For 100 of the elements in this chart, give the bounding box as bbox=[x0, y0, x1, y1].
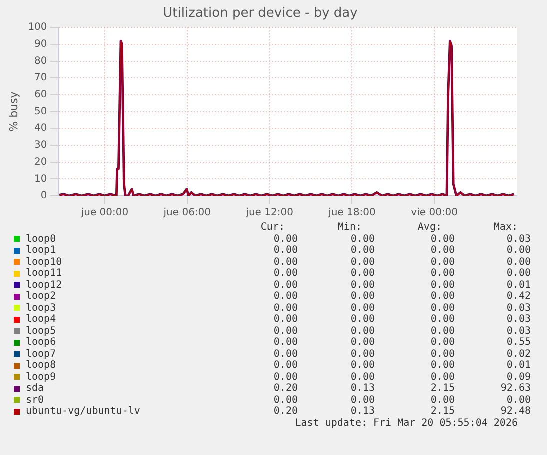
legend-label: ubuntu-vg/ubuntu-lv bbox=[26, 406, 140, 418]
text: 0.13 bbox=[350, 383, 375, 394]
text: 0.00 bbox=[350, 280, 375, 290]
text: 2.15 bbox=[430, 406, 455, 418]
y-tick-label: 30 bbox=[34, 140, 48, 152]
text: 0.00 bbox=[272, 394, 298, 406]
legend-label: loop10 bbox=[26, 256, 62, 268]
x-tick-label: jue 06:00 bbox=[162, 208, 212, 219]
legend-label: loop8 bbox=[26, 360, 56, 372]
text: 0.42 bbox=[506, 291, 531, 302]
text: 0.00 bbox=[430, 326, 455, 337]
text: 0.03 bbox=[506, 234, 531, 244]
legend-label: loop2 bbox=[26, 291, 56, 302]
y-tick-label: 70 bbox=[34, 72, 48, 84]
text: 0.55 bbox=[506, 337, 531, 348]
y-tick-label: 90 bbox=[34, 39, 48, 50]
text: 0.00 bbox=[350, 291, 375, 302]
text: 0.00 bbox=[430, 245, 455, 256]
legend-label: loop11 bbox=[26, 268, 62, 280]
text: 0.00 bbox=[430, 314, 455, 326]
x-tick-label: vie 00:00 bbox=[411, 208, 458, 219]
text: Avg: bbox=[416, 222, 442, 234]
text: 0.00 bbox=[506, 394, 531, 406]
text: 0.00 bbox=[272, 234, 298, 245]
text: 0.00 bbox=[272, 337, 298, 348]
text: 0.00 bbox=[272, 280, 298, 291]
text: 0.00 bbox=[506, 245, 531, 256]
text: 2.15 bbox=[430, 383, 455, 394]
text: 0.00 bbox=[350, 245, 375, 256]
x-tick-label: jue 18:00 bbox=[328, 208, 376, 219]
text: 0.00 bbox=[350, 234, 375, 244]
text: 0.00 bbox=[272, 291, 298, 302]
text: Last update: Fri Mar 20 05:55:04 2026 bbox=[295, 418, 518, 429]
text: 0.00 bbox=[350, 326, 375, 336]
text: 0.02 bbox=[506, 348, 531, 360]
text: 0.00 bbox=[350, 302, 375, 314]
text: 0.00 bbox=[350, 314, 375, 325]
text: 0.00 bbox=[430, 372, 455, 383]
y-tick-label: 60 bbox=[34, 90, 48, 101]
text: 0.00 bbox=[272, 372, 298, 383]
text: 0.00 bbox=[350, 256, 375, 268]
text: 0.00 bbox=[350, 337, 375, 348]
legend-label: loop6 bbox=[26, 337, 56, 348]
text: 0.00 bbox=[272, 360, 298, 372]
text: 0.00 bbox=[430, 394, 455, 406]
text: 0.00 bbox=[430, 256, 455, 268]
y-tick-label: 80 bbox=[34, 56, 48, 67]
text: 0.20 bbox=[272, 383, 298, 394]
text: 0.00 bbox=[350, 372, 375, 382]
y-tick-label: 100 bbox=[28, 22, 48, 34]
text: 0.13 bbox=[350, 406, 375, 417]
chart-title: Utilization per device - by day bbox=[163, 6, 358, 22]
y-tick-label: 20 bbox=[34, 156, 48, 168]
text: 0.00 bbox=[350, 268, 375, 279]
text: Max: bbox=[494, 222, 518, 233]
legend-label: loop5 bbox=[26, 326, 56, 336]
text: 0.00 bbox=[430, 268, 455, 280]
text: 0.00 bbox=[272, 348, 298, 360]
text: 0.00 bbox=[430, 302, 455, 314]
text: 0.09 bbox=[506, 372, 531, 382]
text: 0.00 bbox=[272, 314, 298, 326]
text: 0.00 bbox=[430, 280, 455, 291]
text: 0.00 bbox=[430, 360, 455, 372]
text: 92.63 bbox=[500, 383, 531, 394]
text: 0.00 bbox=[430, 348, 455, 360]
legend-label: loop9 bbox=[26, 372, 56, 383]
text: 0.03 bbox=[506, 302, 531, 314]
text: 0.00 bbox=[272, 256, 298, 268]
text: 0.00 bbox=[350, 360, 375, 371]
legend-label: loop7 bbox=[26, 348, 56, 360]
legend-label: loop12 bbox=[26, 280, 62, 290]
text: 0.20 bbox=[272, 406, 298, 418]
text: Cur: bbox=[260, 222, 285, 234]
text: 92.48 bbox=[500, 406, 531, 417]
text: 0.00 bbox=[272, 326, 298, 337]
x-tick-label: jue 00:00 bbox=[80, 208, 129, 219]
text: 0.00 bbox=[350, 394, 375, 406]
text: 0.00 bbox=[350, 348, 375, 360]
text: 0.00 bbox=[430, 337, 455, 348]
legend-label: loop0 bbox=[26, 234, 56, 244]
text: 0.00 bbox=[506, 256, 531, 268]
y-tick-label: 40 bbox=[34, 123, 48, 134]
text: 0.00 bbox=[272, 245, 298, 256]
text: 0.00 bbox=[272, 302, 298, 314]
legend-label: sr0 bbox=[26, 394, 44, 406]
text: 0.01 bbox=[506, 360, 531, 371]
x-tick-label: jue 12:00 bbox=[245, 208, 294, 219]
text: 0.00 bbox=[430, 291, 455, 302]
y-tick-label: 10 bbox=[34, 174, 48, 185]
y-tick-label: 50 bbox=[34, 106, 48, 118]
legend-label: sda bbox=[26, 383, 44, 394]
legend-label: loop1 bbox=[26, 245, 56, 256]
text: 0.01 bbox=[506, 280, 531, 290]
text: 0.00 bbox=[430, 234, 455, 245]
legend-label: loop3 bbox=[26, 302, 56, 314]
text: 0.00 bbox=[272, 268, 298, 280]
text: 0.00 bbox=[506, 268, 531, 279]
y-axis-title: % busy bbox=[7, 91, 20, 132]
text: 0.03 bbox=[506, 326, 531, 336]
text: Min: bbox=[338, 222, 362, 233]
